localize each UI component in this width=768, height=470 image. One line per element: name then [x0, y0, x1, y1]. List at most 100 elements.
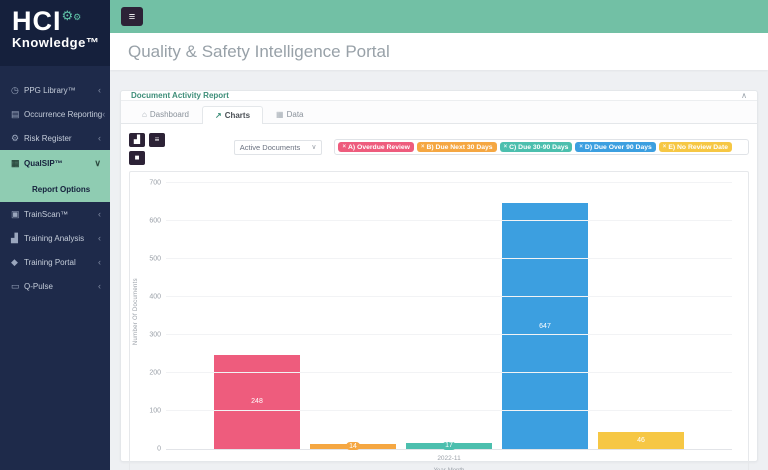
legend-label: A) Overdue Review	[348, 143, 410, 151]
legend-toggle-icon: ×	[342, 144, 346, 150]
sidebar-item-q-pulse[interactable]: ▭ Q-Pulse ‹	[0, 274, 110, 298]
chevron-down-icon: ∨	[94, 157, 101, 168]
chevron-left-icon: ‹	[98, 133, 101, 143]
y-tick-100: 100	[149, 407, 161, 415]
gridline-200	[166, 372, 732, 373]
bar-c-due-30-90-days[interactable]: 17	[406, 441, 492, 450]
document-activity-panel: Document Activity Report ∧ ⌂ Dashboard ↗ Ch…	[120, 90, 758, 470]
sidebar-item-report-options[interactable]: Report Options	[0, 176, 110, 202]
card-icon: ▣	[11, 208, 20, 219]
chevron-left-icon: ‹	[98, 233, 101, 243]
chevron-left-icon: ‹	[98, 281, 101, 291]
tab-label: Charts	[224, 111, 251, 120]
sidebar-item-label: Occurrence Reporting	[24, 109, 103, 119]
y-tick-0: 0	[157, 445, 161, 453]
list-button[interactable]: ≡	[149, 132, 165, 147]
case-icon: ◆	[11, 256, 18, 267]
legend-item-e-no-review-date[interactable]: × E) No Review Date	[658, 142, 732, 152]
legend-item-b-due-next-30-days[interactable]: × B) Due Next 30 Days	[416, 142, 497, 152]
list-icon: ≡	[154, 135, 160, 144]
page-header: Quality & Safety Intelligence Portal	[110, 33, 768, 70]
x-axis: 2022-11 Year-Month	[166, 455, 732, 470]
bar-chart-button[interactable]: ▟	[129, 132, 145, 147]
legend-item-c-due-30-90-days[interactable]: × C) Due 30-90 Days	[499, 142, 573, 152]
tab-bar: ⌂ Dashboard ↗ Charts ▦ Data	[121, 101, 757, 124]
chevron-left-icon: ‹	[98, 85, 101, 95]
brand-name: HCI	[12, 6, 62, 36]
file-icon: ▤	[11, 108, 20, 119]
bar-d-due-over-90-days[interactable]: 647	[502, 203, 588, 449]
brand-logo[interactable]: HCI⚙⚙ Knowledge™	[0, 0, 110, 66]
select-value: Active Documents	[239, 142, 301, 152]
sidebar-item-label: Report Options	[32, 184, 91, 194]
y-tick-200: 200	[149, 369, 161, 377]
legend-label: C) Due 30-90 Days	[509, 143, 569, 151]
y-tick-600: 600	[149, 217, 161, 225]
chart-legend: × A) Overdue Review × B) Due Next 30 Days × C…	[334, 139, 749, 155]
gridline-100	[166, 410, 732, 411]
chart-icon: ▦	[11, 157, 20, 168]
legend-item-a-overdue-review[interactable]: × A) Overdue Review	[338, 142, 414, 152]
sidebar-item-ppg-library[interactable]: ◷ PPG Library™ ‹	[0, 78, 110, 102]
page-title: Quality & Safety Intelligence Portal	[128, 41, 390, 61]
panel-title: Document Activity Report	[131, 91, 229, 100]
bar-group: 248 14 17 647 46	[166, 184, 732, 451]
bar-e-no-review-date[interactable]: 46	[598, 431, 684, 449]
monitor-icon: ▭	[11, 280, 20, 291]
gridline-300	[166, 334, 732, 335]
gears-icon: ⚙⚙	[61, 8, 82, 23]
hamburger-icon: ≡	[128, 10, 136, 23]
table-icon: ▦	[276, 110, 284, 119]
y-tick-700: 700	[149, 179, 161, 187]
sidebar-item-occurrence-reporting[interactable]: ▤ Occurrence Reporting ‹	[0, 102, 110, 126]
sidebar-item-trainscan[interactable]: ▣ TrainScan™ ‹	[0, 202, 110, 226]
sidebar-item-label: TrainScan™	[24, 209, 69, 219]
home-icon: ⌂	[142, 110, 147, 119]
legend-item-d-due-over-90-days[interactable]: × D) Due Over 90 Days	[575, 142, 656, 152]
sidebar-item-label: QualSIP™	[24, 158, 63, 168]
bar-chart-icon: ▟	[133, 135, 141, 144]
chart-toolbar: ▟ ≡■ Active Documents ∨ × A) Overdue Revie…	[121, 124, 757, 169]
sidebar-item-qualsip[interactable]: ▦ QualSIP™ ∨	[0, 150, 110, 176]
topbar: ≡	[110, 0, 768, 33]
document-filter-select[interactable]: Active Documents ∨	[233, 139, 323, 155]
legend-toggle-icon: ×	[579, 144, 583, 150]
chevron-left-icon: ‹	[102, 109, 106, 119]
legend-toggle-icon: ×	[662, 144, 667, 150]
sidebar-item-training-analysis[interactable]: ▟ Training Analysis ‹	[0, 226, 110, 250]
gridline-500	[166, 258, 732, 259]
sidebar-item-risk-register[interactable]: ⚙ Risk Register ‹	[0, 126, 110, 150]
menu-toggle-button[interactable]: ≡	[121, 7, 143, 26]
bar-value-label: 647	[536, 322, 554, 331]
sidebar-item-label: Risk Register	[24, 133, 72, 143]
square-button[interactable]: ■	[129, 150, 145, 165]
gears-icon: ⚙	[11, 132, 20, 143]
legend-label: E) No Review Date	[668, 143, 728, 151]
legend-label: D) Due Over 90 Days	[584, 143, 652, 151]
chevron-left-icon: ‹	[98, 209, 101, 219]
plot-area: 248 14 17 647 46 0 100 200 300 400 500 600 700	[149, 180, 732, 453]
tab-data[interactable]: ▦ Data	[263, 105, 316, 123]
tab-charts[interactable]: ↗ Charts	[201, 106, 264, 124]
legend-toggle-icon: ×	[503, 144, 508, 150]
tab-dashboard[interactable]: ⌂ Dashboard	[129, 105, 202, 123]
bar-value-label: 17	[442, 441, 456, 450]
sidebar-item-training-portal[interactable]: ◆ Training Portal ‹	[0, 250, 110, 274]
tab-label: Data	[286, 110, 304, 119]
bars-icon: ▟	[11, 232, 18, 243]
y-tick-500: 500	[149, 255, 161, 263]
collapse-chevron-icon[interactable]: ∧	[741, 91, 747, 100]
chart-area: Number Of Documents 248 14 17 647 46 0 100 200…	[129, 171, 749, 470]
bar-b-due-next-30-days[interactable]: 14	[310, 442, 396, 451]
legend-toggle-icon: ×	[420, 144, 425, 150]
y-tick-400: 400	[149, 293, 161, 301]
sidebar: HCI⚙⚙ Knowledge™ ◷ PPG Library™ ‹ ▤ Occurren…	[0, 0, 110, 470]
gridline-400	[166, 296, 732, 297]
y-tick-300: 300	[149, 331, 161, 339]
square-icon: ■	[134, 153, 140, 162]
bar-value-label: 46	[634, 436, 648, 445]
tab-label: Dashboard	[149, 110, 189, 119]
bar-a-overdue-review[interactable]: 248	[214, 354, 300, 449]
chart-line-icon: ↗	[214, 111, 222, 120]
